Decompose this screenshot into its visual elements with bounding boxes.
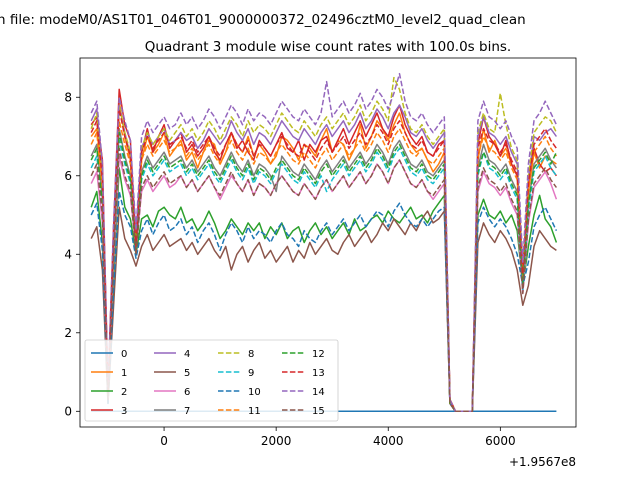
series-line-13	[90, 108, 558, 413]
legend-label-5: 5	[184, 368, 190, 379]
x-offset-label: +1.9567e8	[509, 455, 576, 469]
series-line-4	[90, 104, 558, 413]
y-tick-label: 8	[64, 90, 72, 104]
series-line-10	[90, 190, 558, 413]
legend-label-2: 2	[121, 387, 127, 398]
legend-label-7: 7	[184, 406, 190, 417]
x-tick-label: 2000	[261, 434, 292, 448]
legend-label-11: 11	[248, 406, 261, 417]
figure-suptitle: n file: modeM0/AS1T01_046T01_9000000372_…	[0, 12, 526, 28]
series-line-14	[90, 72, 558, 413]
series-line-8	[90, 76, 558, 413]
legend-label-8: 8	[248, 349, 254, 360]
y-tick-label: 4	[64, 247, 72, 261]
legend-label-14: 14	[312, 387, 325, 398]
x-tick-label: 6000	[485, 434, 516, 448]
legend-label-15: 15	[312, 406, 325, 417]
x-tick-label: 0	[160, 434, 168, 448]
legend-label-4: 4	[184, 349, 190, 360]
series-line-12	[90, 131, 558, 413]
series-line-2	[90, 167, 558, 413]
legend-label-12: 12	[312, 349, 325, 360]
series-line-15	[90, 147, 558, 413]
series-line-7	[90, 127, 558, 413]
legend-label-9: 9	[248, 368, 254, 379]
legend-box	[84, 339, 339, 422]
series-line-11	[90, 120, 558, 413]
legend-label-0: 0	[121, 349, 127, 360]
legend-label-3: 3	[121, 406, 127, 417]
series-layer	[90, 72, 558, 413]
series-line-5	[90, 206, 557, 413]
legend-label-10: 10	[248, 387, 261, 398]
series-line-3	[90, 88, 558, 413]
x-tick-label: 4000	[373, 434, 404, 448]
y-tick-label: 6	[64, 169, 72, 183]
plot-frame	[79, 57, 577, 428]
legend-label-1: 1	[121, 368, 127, 379]
chart-title: Quadrant 3 module wise count rates with …	[145, 39, 511, 55]
y-tick-label: 2	[64, 326, 72, 340]
axis-ticks: 0 2000 4000 6000 0 2 4 6 8	[64, 90, 515, 448]
y-tick-label: 0	[64, 404, 72, 418]
legend-label-13: 13	[312, 368, 325, 379]
legend-label-6: 6	[184, 387, 190, 398]
